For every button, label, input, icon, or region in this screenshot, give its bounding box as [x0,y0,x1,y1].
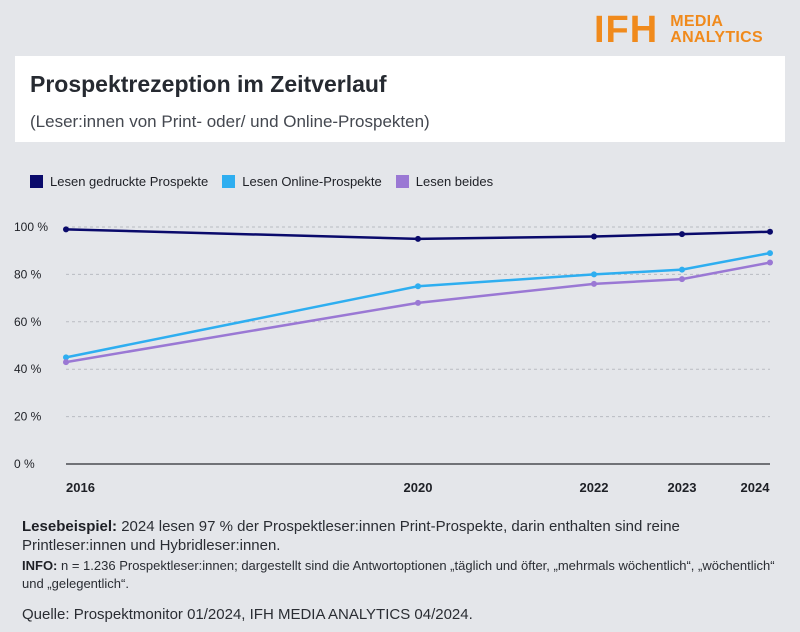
chart-title: Prospektrezeption im Zeitverlauf [30,71,387,97]
data-point [591,280,597,287]
legend-item-2: Lesen Online-Prospekte [222,174,382,189]
data-point [63,226,69,233]
y-tick-label: 20 % [14,410,42,424]
reading-example-text: 2024 lesen 97 % der Prospektleser:innen … [22,518,680,554]
y-tick-label: 0 % [14,457,35,471]
data-point [63,359,69,366]
source-label: Quelle: [22,606,70,623]
legend-label: Lesen beides [415,174,494,189]
legend-label: Lesen gedruckte Prospekte [50,174,209,189]
x-tick-label: 2020 [404,480,433,495]
source-note: Quelle: Prospektmonitor 01/2024, IFH MED… [22,605,782,624]
y-tick-label: 60 % [14,315,42,329]
chart-subtitle: (Leser:innen von Print- oder/ und Online… [30,112,430,131]
y-tick-label: 100 % [14,220,48,234]
data-point [679,231,685,238]
legend-item-1: Lesen gedruckte Prospekte [30,174,208,189]
source-text: Prospektmonitor 01/2024, IFH MEDIA ANALY… [69,606,473,623]
info-text: n = 1.236 Prospektleser:innen; dargestel… [22,558,775,591]
y-tick-label: 80 % [14,267,42,281]
data-point [679,276,685,283]
logo-subtext: MEDIA ANALYTICS [670,14,763,46]
info-label: INFO: [22,558,58,573]
data-point [415,235,421,242]
data-point [591,271,597,278]
legend-swatch [30,175,43,188]
logo-line-1: MEDIA [670,13,724,30]
data-point [591,233,597,240]
data-point [63,354,69,361]
line-chart: 0 % 20 % 40 % 60 % 80 % 100 % 2016 2020 2022 2023… [14,220,773,495]
data-point [679,266,685,273]
title-box: Prospektrezeption im Zeitverlauf (Leser:… [15,56,785,142]
legend-swatch [395,175,409,188]
legend-label: Lesen Online-Prospekte [242,174,382,189]
brand-logo: IFH MEDIA ANALYTICS [594,9,763,51]
data-point [767,259,773,266]
data-point [767,250,773,257]
info-note: INFO: n = 1.236 Prospektleser:innen; dar… [22,557,782,593]
x-tick-label: 2022 [580,480,609,495]
data-point [415,299,421,306]
data-point [767,228,773,235]
legend-item-3: Lesen beides [395,174,494,189]
logo-ifh-text: IFH [594,9,659,51]
legend-swatch [222,175,236,188]
x-tick-label: 2023 [668,480,697,495]
reading-example: Lesebeispiel: 2024 lesen 97 % der Prospe… [22,517,782,555]
chart-footer: Lesebeispiel: 2024 lesen 97 % der Prospe… [22,517,782,624]
data-point [415,283,421,290]
x-tick-label: 2016 [66,480,95,495]
reading-example-label: Lesebeispiel: [22,518,118,535]
logo-line-2: ANALYTICS [670,29,764,46]
y-tick-label: 40 % [14,362,42,376]
chart-legend: Lesen gedruckte Prospekte Lesen Online-Pr… [30,174,507,189]
series-line-3 [65,261,771,364]
x-tick-label: 2024 [741,480,771,495]
